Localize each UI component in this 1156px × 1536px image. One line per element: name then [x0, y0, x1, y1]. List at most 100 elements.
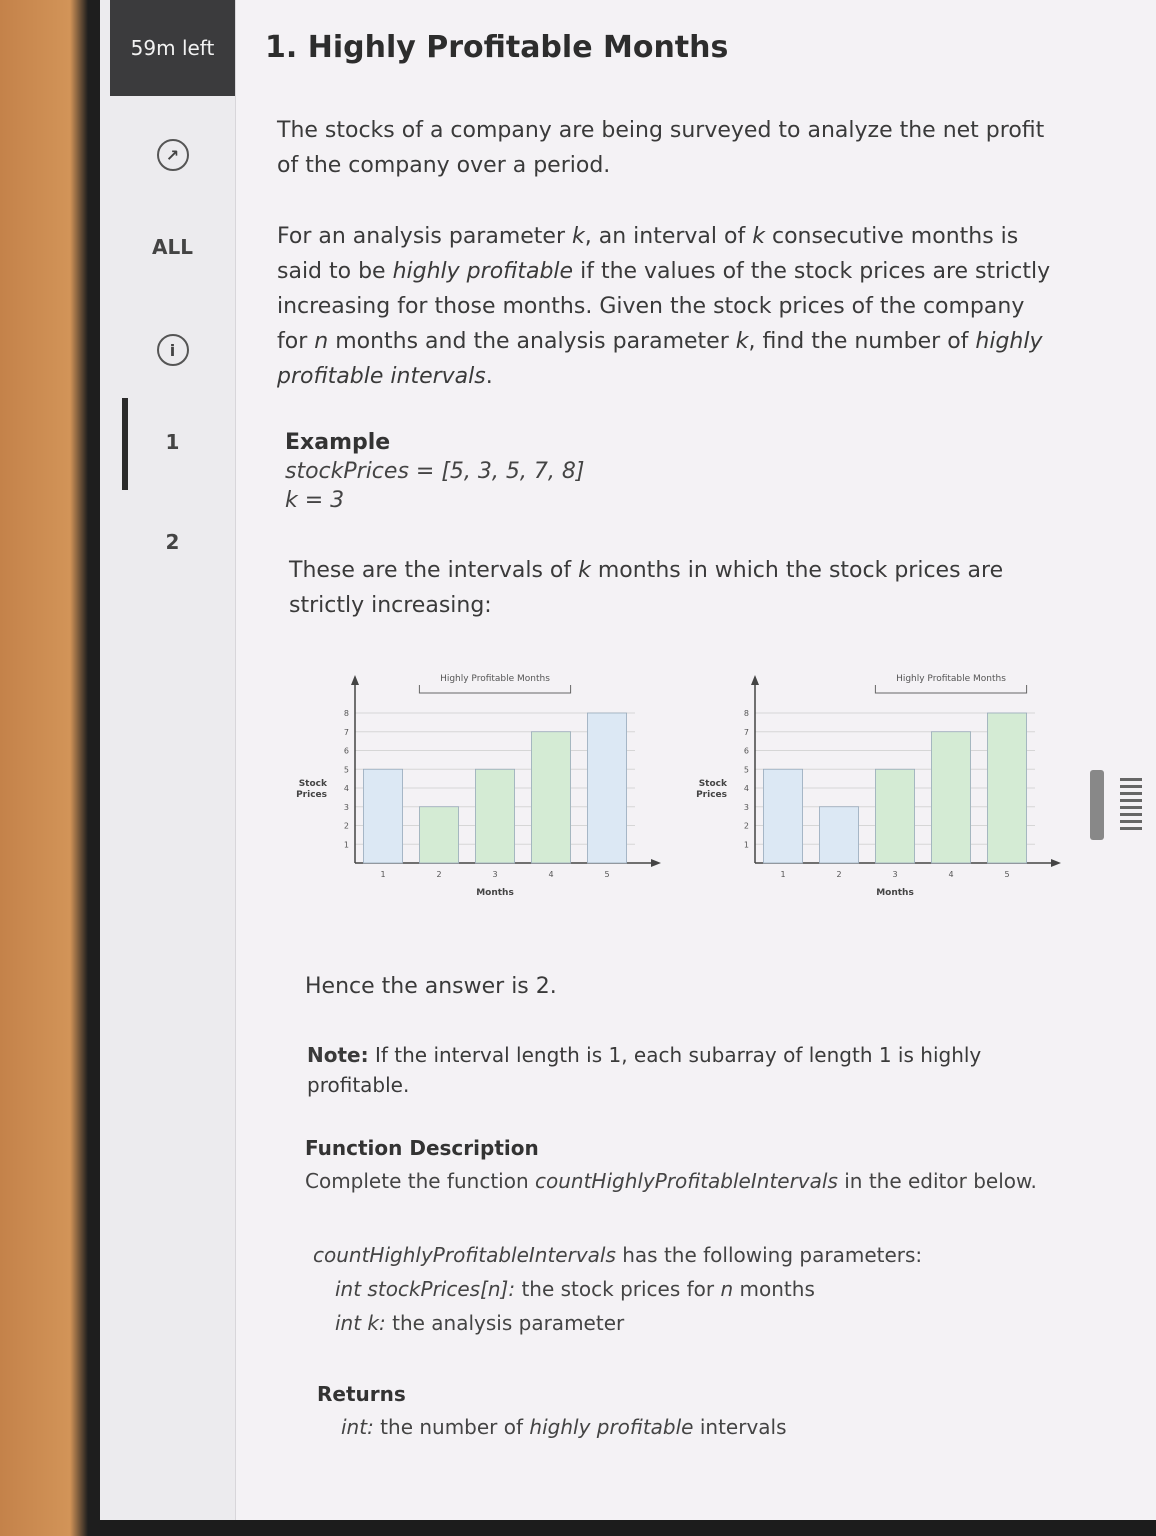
y-tick-label: 3	[344, 803, 349, 812]
var-k: k	[735, 329, 749, 354]
bar	[818, 806, 859, 864]
text: months and the analysis parameter	[328, 329, 736, 354]
text: the number of	[373, 1415, 530, 1439]
y-tick-label: 7	[744, 728, 749, 737]
y-tick-label: 5	[344, 765, 349, 774]
example-k: k = 3	[285, 488, 345, 513]
return-type: int:	[341, 1415, 374, 1439]
text: consecutive months is said to be	[277, 224, 1019, 284]
x-tick-label: 2	[836, 870, 841, 879]
y-tick-label: 2	[744, 822, 749, 831]
chart-title: Highly Profitable Months	[896, 674, 1006, 684]
bar	[930, 731, 971, 864]
x-tick-label: 3	[892, 870, 897, 879]
parameter-k: int k: the analysis parameter	[335, 1308, 1055, 1338]
term-highly-profitable: highly profitable	[392, 259, 574, 284]
info-button[interactable]: i	[110, 330, 235, 370]
drag-handle-icon[interactable]	[1120, 775, 1142, 830]
text: intervals	[693, 1415, 787, 1439]
returns-heading: Returns	[317, 1382, 406, 1406]
x-tick-label: 5	[604, 870, 609, 879]
text: These are the intervals of	[289, 558, 579, 583]
selected-indicator	[122, 398, 128, 490]
function-description-text: Complete the function countHighlyProfita…	[305, 1166, 1055, 1196]
bar	[530, 731, 571, 864]
text: .	[485, 364, 493, 389]
y-tick-label: 5	[744, 765, 749, 774]
back-button[interactable]: ↗	[110, 135, 235, 175]
y-axis-label: Prices	[296, 790, 327, 800]
question-1-tab[interactable]: 1	[165, 430, 180, 454]
timer: 59m left	[110, 0, 235, 96]
definition-paragraph: For an analysis parameter k, an interval…	[277, 219, 1055, 394]
y-tick-label: 8	[744, 709, 749, 718]
bar	[874, 768, 915, 864]
y-axis-label: Stock	[699, 779, 728, 789]
chart-interval-1: 1 2 3 4 5 6 7 8 1 2 3 4 5 Highly Profitable Months Mon…	[296, 674, 661, 898]
term-highly-profitable: highly profitable	[529, 1415, 694, 1439]
x-tick-label: 1	[380, 870, 385, 879]
bar	[474, 768, 515, 864]
answer-text: Hence the answer is 2.	[305, 974, 557, 999]
text: the stock prices for	[515, 1277, 721, 1301]
x-tick-label: 3	[492, 870, 497, 879]
note-text: If the interval length is 1, each subarr…	[307, 1043, 982, 1097]
note-label: Note:	[307, 1043, 369, 1067]
monitor-bottom-edge	[100, 1520, 1156, 1536]
highlight-bracket	[874, 685, 1028, 694]
info-icon: i	[156, 334, 189, 366]
x-axis-label: Months	[476, 888, 514, 898]
bar	[763, 768, 804, 864]
page-title: 1. Highly Profitable Months	[265, 30, 729, 65]
parameters-intro: countHighlyProfitableIntervals has the f…	[313, 1240, 1055, 1270]
example-stock-prices: stockPrices = [5, 3, 5, 7, 8]	[285, 459, 585, 484]
returns-text: int: the number of highly profitable int…	[341, 1412, 1055, 1442]
question-sidebar: 59m left ↗ ALL i 1 2	[100, 0, 236, 1520]
y-tick-label: 2	[344, 822, 349, 831]
y-axis-label: Prices	[696, 790, 727, 800]
back-arrow-icon: ↗	[156, 139, 189, 171]
screen: 59m left ↗ ALL i 1 2 1. Highly Profitabl…	[100, 0, 1156, 1520]
y-tick-label: 4	[744, 784, 749, 793]
question-2-tab[interactable]: 2	[165, 530, 180, 554]
text: months	[733, 1277, 815, 1301]
var-k: k	[578, 558, 591, 583]
y-tick-label: 7	[344, 728, 349, 737]
x-tick-label: 4	[548, 870, 553, 879]
note-paragraph: Note: If the interval length is 1, each …	[307, 1040, 1055, 1100]
y-tick-label: 6	[344, 747, 349, 756]
text: in the editor below.	[837, 1169, 1037, 1193]
scrollbar-thumb[interactable]	[1090, 770, 1104, 840]
text: months in which the stock prices are str…	[289, 558, 1004, 618]
text: has the following parameters:	[615, 1243, 923, 1267]
bar	[418, 806, 459, 864]
y-tick-label: 1	[344, 840, 349, 849]
text: , an interval of	[584, 224, 753, 249]
y-tick-label: 1	[744, 840, 749, 849]
x-tick-label: 2	[436, 870, 441, 879]
text: , find the number of	[748, 329, 976, 354]
function-name: countHighlyProfitableIntervals	[534, 1169, 838, 1193]
text: Complete the function	[305, 1169, 535, 1193]
bar	[586, 712, 627, 864]
var-k: k	[752, 224, 765, 249]
y-tick-label: 6	[744, 747, 749, 756]
intervals-paragraph: These are the intervals of k months in w…	[289, 553, 1055, 623]
var-n: n	[720, 1277, 734, 1301]
chart-interval-2: 1 2 3 4 5 6 7 8 1 2 3 4 5 Highly Profitable Months Mon…	[696, 674, 1061, 898]
x-tick-label: 4	[948, 870, 953, 879]
example-heading: Example	[285, 430, 391, 455]
example-charts: 1 2 3 4 5 6 7 8 1 2 3 4 5 Highly Profitable Months Mon…	[265, 663, 1061, 963]
x-tick-label: 5	[1004, 870, 1009, 879]
y-tick-label: 8	[344, 709, 349, 718]
y-tick-label: 3	[744, 803, 749, 812]
y-axis-arrow	[351, 675, 359, 685]
parameter-stock-prices: int stockPrices[n]: the stock prices for…	[335, 1274, 1055, 1304]
highlight-bracket	[418, 685, 572, 694]
bar	[363, 768, 404, 864]
function-description-heading: Function Description	[305, 1136, 539, 1160]
param-type: int stockPrices[n]:	[335, 1277, 516, 1301]
filter-all[interactable]: ALL	[152, 235, 193, 259]
text: the analysis parameter	[385, 1311, 625, 1335]
y-axis-arrow	[751, 675, 759, 685]
